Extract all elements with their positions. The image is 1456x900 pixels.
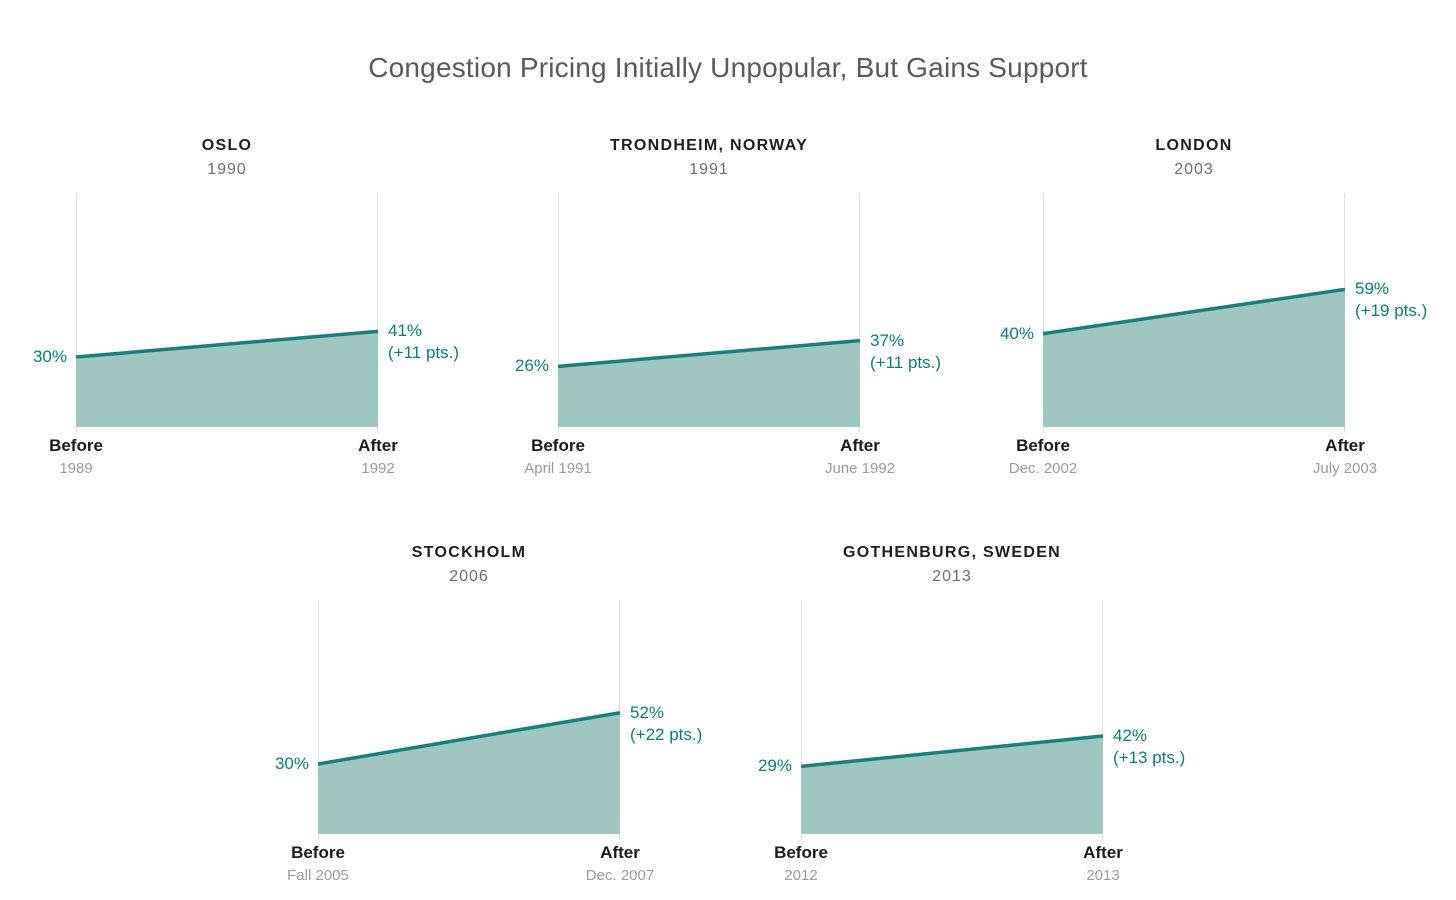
axis-date-after: 2013: [1086, 867, 1120, 884]
axis-date-before: 1989: [59, 460, 93, 477]
after-value-label: 59% (+19 pts.): [1355, 278, 1427, 322]
axis-label-after: After: [600, 843, 640, 862]
gridline-before: [1043, 193, 1044, 433]
trend-line: [558, 338, 860, 369]
gridline-after: [1102, 600, 1103, 840]
chart-title: Congestion Pricing Initially Unpopular, …: [368, 52, 1088, 83]
axis-label-before: Before: [291, 843, 345, 862]
axis-label-after: After: [1325, 436, 1365, 455]
gridline-before: [318, 600, 319, 840]
after-value-change: (+19 pts.): [1355, 301, 1428, 321]
after-value-pct: 52%: [630, 702, 665, 722]
axis-date-after: June 1992: [824, 460, 896, 477]
axis-label-before: Before: [49, 436, 103, 455]
panel-year-label: 1991: [689, 161, 729, 178]
axis-date-after: July 2003: [1312, 460, 1378, 477]
after-value-label: 42% (+13 pts.): [1113, 725, 1185, 769]
axis-label-before: Before: [531, 436, 585, 455]
panel-city-label: OSLO: [201, 137, 253, 154]
axis-label-after: After: [358, 436, 398, 455]
city-panel: OSLO 1990 30% 41% (+11 pts.) Before Afte…: [33, 138, 459, 477]
before-value-label: 29%: [757, 756, 792, 776]
panel-year-label: 2006: [449, 568, 489, 585]
city-panel: GOTHENBURG, SWEDEN 2013 29% 42% (+13 pts…: [758, 545, 1185, 884]
axis-label-before: Before: [1016, 436, 1070, 455]
after-value-pct: 42%: [1113, 726, 1148, 745]
panel-city-label: TRONDHEIM, NORWAY: [609, 137, 809, 154]
axis-date-after: 1992: [361, 460, 395, 477]
after-value-change: (+11 pts.): [870, 352, 942, 372]
area-fill: [76, 331, 378, 427]
area-chart-svg: [1043, 287, 1345, 427]
after-value-label: 37% (+11 pts.): [870, 330, 941, 374]
city-panel: TRONDHEIM, NORWAY 1991 26% 37% (+11 pts.…: [515, 138, 941, 477]
after-value-change: (+22 pts.): [630, 724, 703, 744]
city-panel: LONDON 2003 40% 59% (+19 pts.) Before Af…: [1000, 138, 1427, 477]
after-value-pct: 41%: [388, 321, 423, 341]
gridline-before: [558, 193, 559, 433]
gridline-before: [801, 600, 802, 840]
area-chart-svg: [801, 734, 1103, 834]
panel-city-label: GOTHENBURG, SWEDEN: [842, 544, 1062, 561]
gridline-before: [76, 193, 77, 433]
area-fill: [318, 712, 620, 834]
before-value-label: 30%: [32, 347, 67, 366]
before-value-label: 26%: [514, 356, 549, 376]
axis-label-after: After: [840, 436, 880, 455]
after-value-label: 41% (+11 pts.): [388, 320, 459, 364]
before-value-label: 40%: [999, 323, 1034, 343]
before-value-label: 30%: [274, 754, 309, 773]
axis-date-before: April 1991: [524, 460, 592, 477]
trend-line: [801, 734, 1103, 769]
panel-city-label: LONDON: [1155, 137, 1233, 154]
axis-label-after: After: [1083, 843, 1123, 862]
after-value-change: (+11 pts.): [388, 343, 460, 363]
area-chart-svg: [76, 329, 378, 427]
trend-line: [76, 329, 378, 359]
after-value-pct: 59%: [1355, 279, 1390, 299]
area-chart-svg: [318, 710, 620, 834]
panel-year-label: 1990: [207, 161, 247, 178]
gridline-after: [377, 193, 378, 433]
area-chart-svg: [558, 338, 860, 427]
after-value-label: 52% (+22 pts.): [630, 702, 702, 746]
gridline-after: [859, 193, 860, 433]
axis-date-after: Dec. 2007: [585, 867, 655, 884]
panel-year-label: 2013: [932, 568, 972, 585]
axis-label-before: Before: [774, 843, 828, 862]
after-value-pct: 37%: [870, 330, 905, 350]
panel-city-label: STOCKHOLM: [411, 544, 527, 561]
trend-line: [318, 710, 620, 766]
axis-date-before: Fall 2005: [287, 867, 349, 884]
city-panel: STOCKHOLM 2006 30% 52% (+22 pts.) Before…: [275, 545, 702, 884]
after-value-change: (+13 pts.): [1113, 748, 1186, 767]
panel-year-label: 2003: [1174, 161, 1214, 178]
axis-date-before: 2012: [784, 867, 818, 884]
trend-line: [1043, 287, 1345, 336]
axis-date-before: Dec. 2002: [1008, 460, 1078, 477]
area-fill: [558, 340, 860, 427]
